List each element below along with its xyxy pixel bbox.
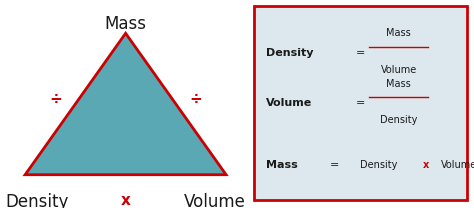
Text: ÷: ÷ bbox=[190, 92, 202, 107]
Text: ÷: ÷ bbox=[49, 92, 62, 107]
Text: Mass: Mass bbox=[105, 15, 146, 33]
Text: =: = bbox=[356, 98, 365, 108]
Text: Density: Density bbox=[360, 160, 398, 170]
Text: Volume: Volume bbox=[441, 160, 474, 170]
Text: x: x bbox=[423, 160, 429, 170]
Text: Volume: Volume bbox=[266, 98, 313, 108]
Text: Density: Density bbox=[380, 115, 417, 125]
Text: Mass: Mass bbox=[266, 160, 298, 170]
Text: Density: Density bbox=[266, 48, 314, 58]
Text: =: = bbox=[330, 160, 339, 170]
Text: Volume: Volume bbox=[184, 193, 246, 208]
Text: Volume: Volume bbox=[381, 65, 417, 75]
Polygon shape bbox=[25, 33, 226, 175]
Text: =: = bbox=[356, 48, 365, 58]
Text: Mass: Mass bbox=[386, 79, 411, 89]
Text: x: x bbox=[121, 193, 130, 208]
FancyBboxPatch shape bbox=[254, 6, 467, 200]
Text: Mass: Mass bbox=[386, 28, 411, 38]
Text: Density: Density bbox=[5, 193, 68, 208]
